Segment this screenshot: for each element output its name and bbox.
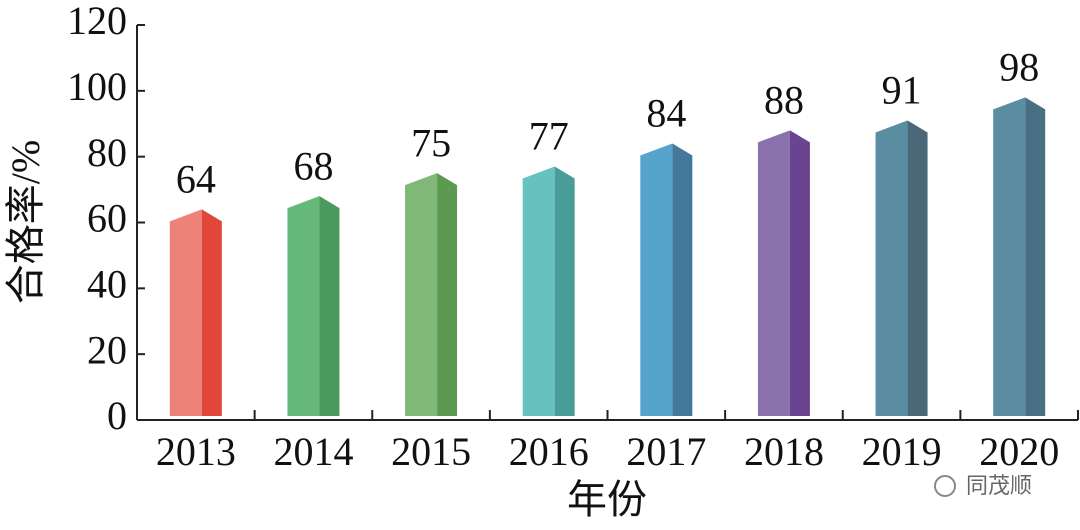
bar: [640, 143, 693, 416]
x-tick-label: 2020: [979, 429, 1059, 474]
y-tick-label: 40: [87, 262, 127, 307]
data-label: 75: [411, 120, 451, 165]
data-label: 68: [293, 143, 333, 188]
y-tick-label: 60: [87, 196, 127, 241]
data-label: 98: [999, 45, 1039, 90]
data-label: 77: [529, 114, 569, 159]
bar: [993, 97, 1046, 417]
data-label: 64: [176, 157, 216, 202]
y-tick-label: 100: [67, 64, 127, 109]
watermark-icon: [934, 475, 956, 497]
bar: [169, 209, 222, 416]
x-tick-label: 2014: [273, 429, 353, 474]
y-tick-label: 80: [87, 130, 127, 175]
x-tick-label: 2016: [509, 429, 589, 474]
bar: [522, 166, 575, 416]
x-axis-label: 年份: [567, 477, 647, 522]
bar: [287, 196, 340, 416]
x-tick-label: 2018: [744, 429, 824, 474]
x-tick-label: 2015: [391, 429, 471, 474]
x-tick-label: 2017: [626, 429, 706, 474]
bar: [757, 130, 810, 417]
bar: [875, 120, 928, 416]
x-tick-label: 2019: [862, 429, 942, 474]
data-label: 91: [882, 68, 922, 113]
watermark: 同茂顺: [966, 474, 1032, 499]
y-tick-label: 120: [67, 0, 127, 43]
data-label: 84: [646, 91, 686, 136]
y-axis-label: 合格率/%: [3, 140, 48, 304]
data-label: 88: [764, 78, 804, 123]
x-tick-label: 2013: [156, 429, 236, 474]
y-tick-label: 0: [107, 393, 127, 438]
y-tick-label: 20: [87, 327, 127, 372]
bar: [405, 173, 458, 416]
